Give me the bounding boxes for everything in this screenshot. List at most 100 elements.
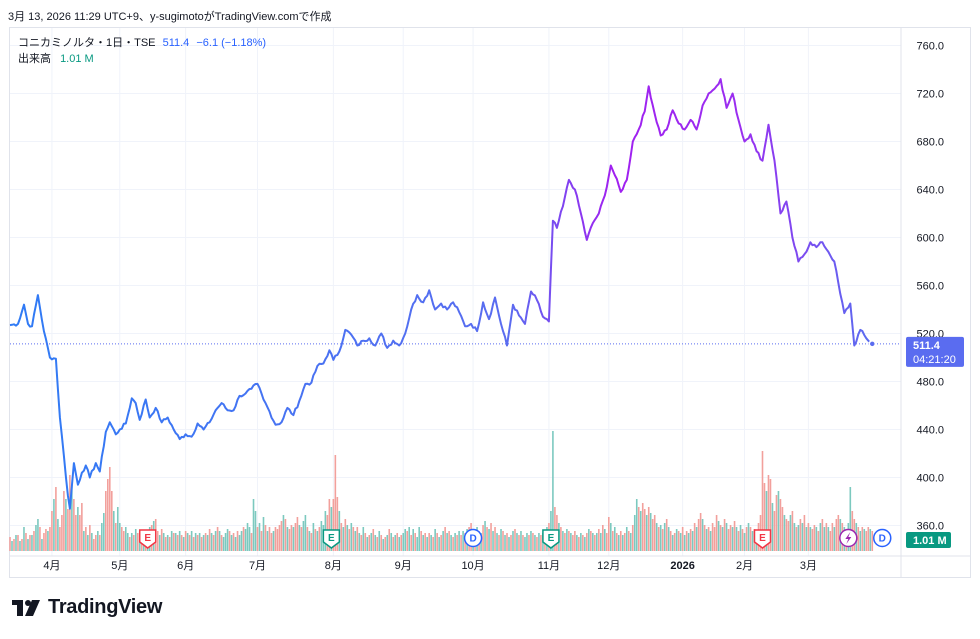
volume-bar <box>352 527 355 551</box>
volume-bar <box>278 525 281 551</box>
volume-bar <box>270 533 273 551</box>
volume-bar <box>430 535 432 551</box>
volume-bar <box>833 527 836 551</box>
volume-bar <box>440 535 442 551</box>
volume-bar <box>310 533 313 551</box>
volume-bar <box>602 525 604 551</box>
volume-bar <box>404 529 407 551</box>
volume-bar <box>867 527 870 551</box>
symbol-label[interactable]: コニカミノルタ・1日・TSE <box>18 37 156 49</box>
volume-bar <box>667 527 670 551</box>
volume-bar <box>226 529 229 551</box>
dividend-event-icon[interactable]: D <box>873 528 892 548</box>
volume-bar <box>79 515 81 551</box>
dividend-event-letter: D <box>469 534 476 545</box>
volume-bar <box>198 533 201 551</box>
volume-bar <box>184 531 187 551</box>
volume-bar <box>733 521 736 551</box>
x-tick-label: 10月 <box>461 560 484 572</box>
volume-bar <box>105 491 107 551</box>
volume-bar <box>428 533 430 551</box>
volume-bar <box>109 467 111 551</box>
volume-bar <box>252 499 255 551</box>
volume-bar <box>420 531 422 551</box>
volume-bar <box>400 535 403 551</box>
volume-bar <box>771 503 774 551</box>
volume-bar <box>268 527 271 551</box>
earnings-event-icon[interactable]: E <box>753 529 772 549</box>
volume-bar <box>643 509 646 551</box>
volume-bar <box>300 527 303 551</box>
volume-bar <box>246 523 249 551</box>
volume-bar <box>35 525 37 551</box>
volume-bar <box>186 533 189 551</box>
dividend-event-icon[interactable]: D <box>463 528 483 548</box>
volume-bar <box>176 535 179 551</box>
volume-bar <box>611 531 614 551</box>
earnings-event-letter: E <box>144 533 151 544</box>
volume-bar <box>508 537 510 551</box>
volume-bar <box>701 519 704 551</box>
volume-bar <box>823 527 826 551</box>
volume-bar <box>584 537 586 551</box>
volume-bar <box>396 533 399 551</box>
volume-bar <box>156 531 159 551</box>
earnings-event-shape <box>138 529 157 549</box>
tradingview-logo[interactable]: TradingView <box>12 596 162 619</box>
volume-bar <box>244 529 247 551</box>
volume-bar <box>27 539 29 551</box>
volume-tag-bg <box>906 532 951 548</box>
volume-bar <box>857 527 860 551</box>
volume-bar <box>671 535 674 551</box>
volume-bar <box>562 531 564 551</box>
volume-bar <box>53 499 55 551</box>
last-price-dot <box>868 340 877 348</box>
volume-bar <box>454 533 456 551</box>
volume-bar <box>67 509 69 551</box>
volume-tag-value: 1.01 M <box>913 535 947 547</box>
volume-bar <box>486 527 488 551</box>
volume-bar <box>827 527 830 551</box>
volume-bar <box>394 535 397 551</box>
volume-bar <box>665 519 668 551</box>
volume-bar <box>699 513 702 551</box>
volume-bar <box>725 523 728 551</box>
volume-bar <box>645 515 648 551</box>
y-tick-label: 560.0 <box>916 281 944 293</box>
volume-bar <box>384 537 387 551</box>
volume-bar <box>859 531 862 551</box>
y-tick-label: 600.0 <box>916 233 944 245</box>
earnings-event-icon[interactable]: E <box>542 529 560 549</box>
volume-bar <box>368 535 371 551</box>
volume-bar <box>779 499 782 551</box>
volume-bar <box>302 521 305 551</box>
volume-label[interactable]: 出来高 <box>18 53 51 65</box>
x-tick-label: 4月 <box>43 560 60 572</box>
y-tick-label: 480.0 <box>916 377 944 389</box>
volume-bar <box>366 537 369 551</box>
y-tick-label: 720.0 <box>916 89 944 101</box>
volume-bar <box>75 515 77 551</box>
volume-bar <box>292 527 295 551</box>
volume-bar <box>71 485 73 551</box>
volume-bar <box>689 529 692 551</box>
volume-bar <box>212 535 215 551</box>
volume-bar <box>332 499 335 551</box>
volume-bar <box>745 527 748 551</box>
volume-bar <box>647 507 650 551</box>
volume-bar <box>552 431 554 551</box>
earnings-event-icon[interactable]: E <box>138 529 157 549</box>
volume-bar <box>51 511 53 551</box>
split-event-icon[interactable] <box>839 528 858 548</box>
volume-bar <box>637 507 640 551</box>
volume-bar <box>615 533 618 551</box>
volume-bar <box>254 511 257 551</box>
volume-bar <box>871 531 874 551</box>
price-change: −6.1 (−1.18%) <box>196 37 267 49</box>
volume-bar <box>767 475 770 551</box>
volume-bar <box>170 531 173 551</box>
earnings-event-icon[interactable]: E <box>322 529 341 549</box>
volume-bar <box>657 527 660 551</box>
